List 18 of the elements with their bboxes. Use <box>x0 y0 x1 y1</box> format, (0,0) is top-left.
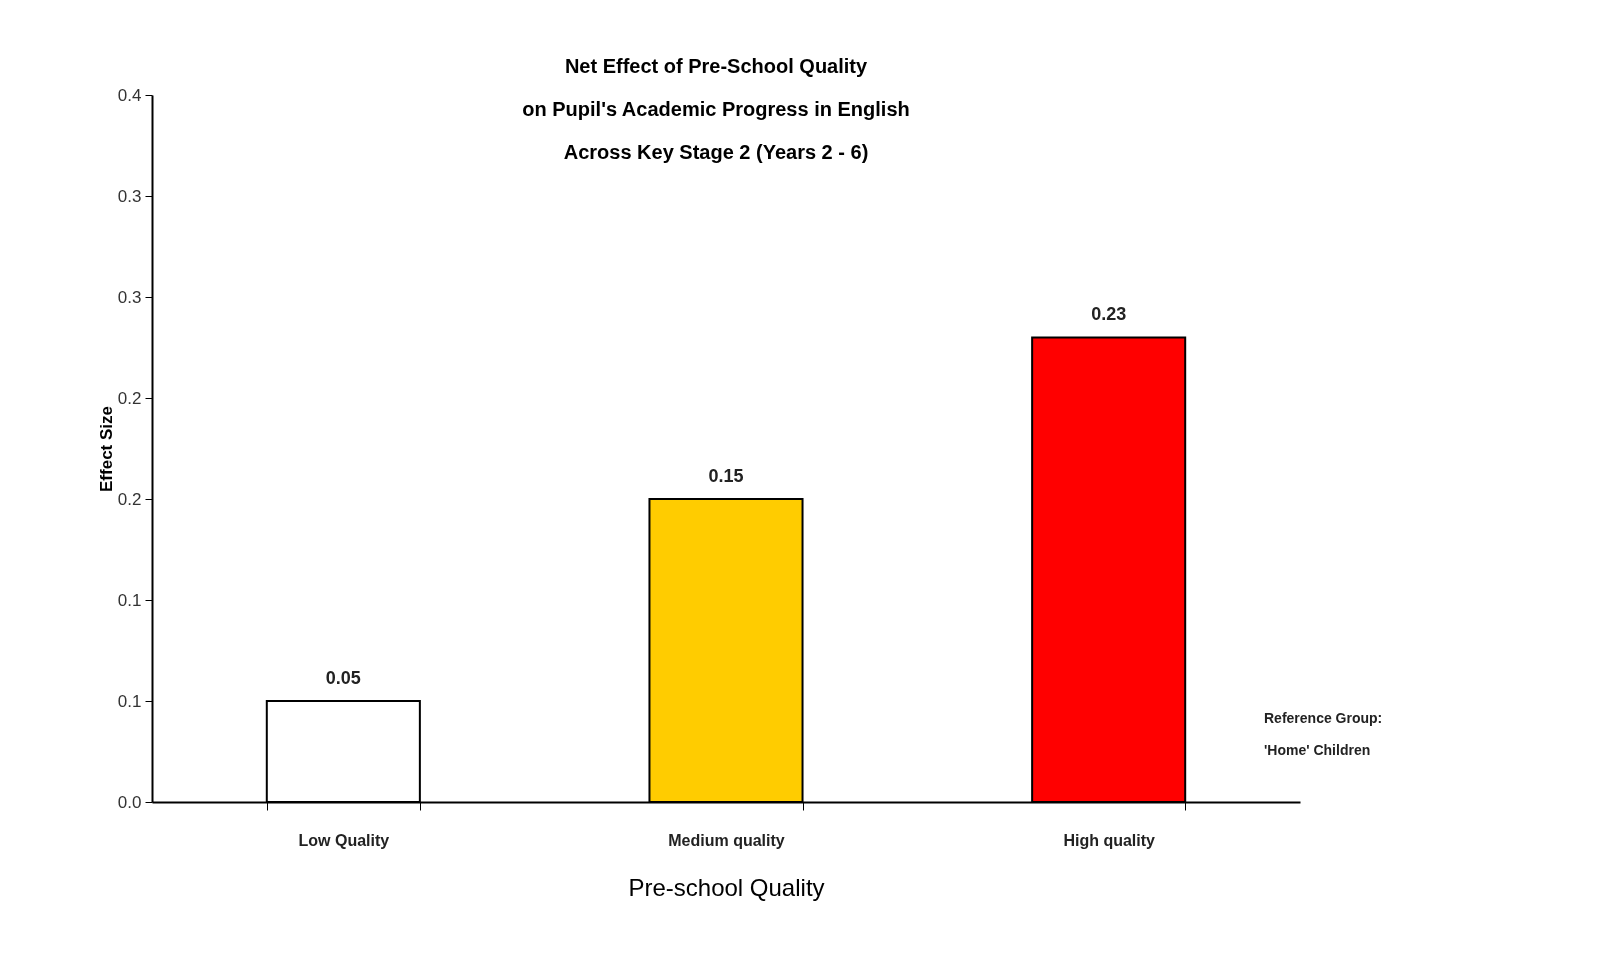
y-tick-label: 0.4 <box>117 85 142 105</box>
x-tick-label: Low Quality <box>298 831 390 849</box>
x-tick-label: High quality <box>1063 831 1156 849</box>
y-tick-label: 0.2 <box>117 388 142 408</box>
data-label: 0.05 <box>325 668 361 688</box>
y-tick-label: 0.0 <box>117 792 142 812</box>
y-tick-label: 0.3 <box>117 287 142 307</box>
annotation: Reference Group: 'Home' Children <box>1264 710 1383 758</box>
x-axis-title: Pre-school Quality <box>628 873 825 901</box>
chart-title: Net Effect of Pre-School Quality on Pupil's Academic Progress in English Across Key Stage 2 (Years 2 - 6) <box>522 55 910 163</box>
y-tick-label: 0.1 <box>117 691 142 711</box>
x-tick-label: Medium quality <box>668 831 785 849</box>
y-axis-title: Effect Size <box>96 406 116 492</box>
data-label: 0.23 <box>1091 304 1127 325</box>
y-tick-label: 0.3 <box>117 186 142 206</box>
y-tick-label: 0.2 <box>117 489 142 509</box>
data-label: 0.15 <box>708 466 744 486</box>
y-tick-label: 0.1 <box>117 590 142 610</box>
